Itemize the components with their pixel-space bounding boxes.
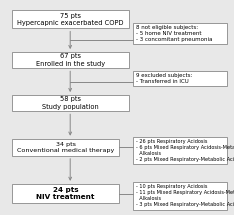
Text: 9 excluded subjects:
- Transferred in ICU: 9 excluded subjects: - Transferred in IC… bbox=[136, 73, 193, 84]
FancyBboxPatch shape bbox=[12, 10, 129, 28]
Text: 24 pts
NIV treatment: 24 pts NIV treatment bbox=[36, 187, 95, 200]
FancyBboxPatch shape bbox=[12, 139, 119, 156]
FancyBboxPatch shape bbox=[12, 184, 119, 203]
FancyBboxPatch shape bbox=[133, 137, 227, 164]
FancyBboxPatch shape bbox=[133, 23, 227, 44]
Text: 75 pts
Hypercapnic exacerbated COPD: 75 pts Hypercapnic exacerbated COPD bbox=[17, 13, 124, 26]
Text: 67 pts
Enrolled in the study: 67 pts Enrolled in the study bbox=[36, 54, 105, 67]
FancyBboxPatch shape bbox=[133, 71, 227, 86]
FancyBboxPatch shape bbox=[133, 182, 227, 210]
FancyBboxPatch shape bbox=[12, 95, 129, 111]
Text: - 26 pts Respiratory Acidosis
- 6 pts Mixed Respiratory Acidosis-Metabolic
  Alk: - 26 pts Respiratory Acidosis - 6 pts Mi… bbox=[136, 139, 234, 162]
Text: - 10 pts Respiratory Acidosis
- 11 pts Mixed Respiratory Acidosis-Metabolic
  Al: - 10 pts Respiratory Acidosis - 11 pts M… bbox=[136, 184, 234, 207]
FancyBboxPatch shape bbox=[12, 52, 129, 68]
Text: 58 pts
Study population: 58 pts Study population bbox=[42, 97, 99, 110]
Text: 8 not eligible subjects:
- 5 home NIV treatment
- 3 concomitant pneumonia: 8 not eligible subjects: - 5 home NIV tr… bbox=[136, 25, 213, 42]
Text: 34 pts
Conventional medical therapy: 34 pts Conventional medical therapy bbox=[17, 142, 114, 153]
